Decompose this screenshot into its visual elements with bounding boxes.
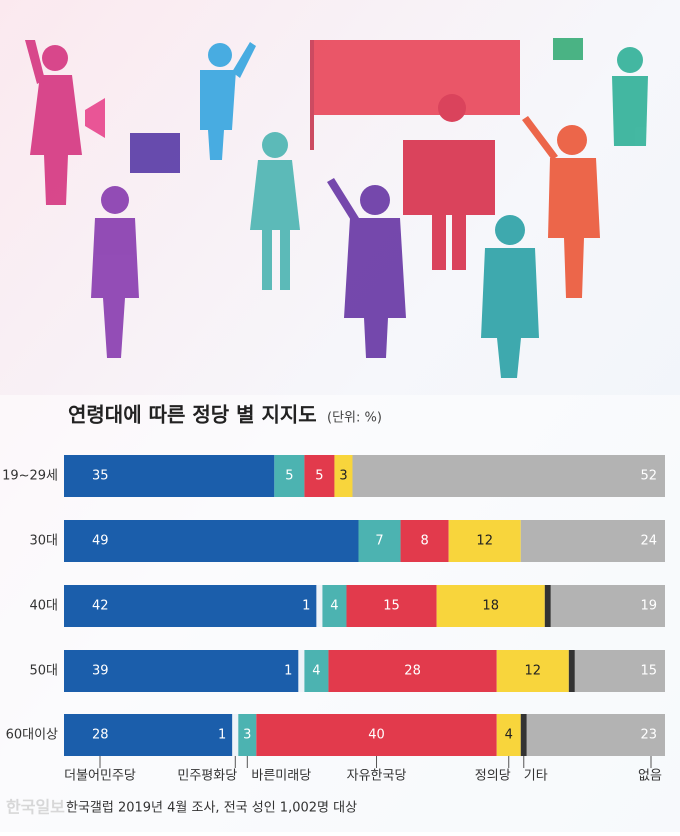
value-label: 35 <box>92 469 109 484</box>
bar-segment <box>574 650 665 692</box>
value-label: 15 <box>383 599 400 614</box>
bar-segment <box>64 714 233 756</box>
value-label: 42 <box>92 599 109 614</box>
watermark: 한국일보 <box>6 798 65 817</box>
bar-segment <box>232 714 239 756</box>
legend-label: 정의당 <box>475 769 511 784</box>
bar-segment <box>256 714 497 756</box>
bar-segment <box>400 520 449 562</box>
value-label: 12 <box>525 664 542 679</box>
value-label: 52 <box>640 469 657 484</box>
y-tick-label: 30대 <box>29 534 58 549</box>
bar-segment <box>238 714 257 756</box>
bar-segment <box>550 585 665 627</box>
legend-label: 민주평화당 <box>177 769 237 784</box>
value-label: 12 <box>476 534 493 549</box>
chart-subtitle: (단위: %) <box>327 411 382 426</box>
y-tick-label: 40대 <box>29 599 58 614</box>
bar-segment <box>64 520 359 562</box>
bar-segment <box>274 455 305 497</box>
y-tick-label: 19~29세 <box>2 469 58 484</box>
legend-label: 자유한국당 <box>347 769 407 784</box>
value-label: 4 <box>505 728 513 743</box>
legend-label: 없음 <box>638 769 662 784</box>
illustration <box>25 38 648 378</box>
value-label: 24 <box>640 534 657 549</box>
value-label: 18 <box>482 599 499 614</box>
bar-segment <box>346 585 437 627</box>
y-tick-label: 60대이상 <box>6 728 58 743</box>
value-label: 40 <box>368 728 385 743</box>
value-label: 15 <box>640 664 657 679</box>
bar-segment <box>334 455 353 497</box>
bar-segment <box>520 520 665 562</box>
bar-segment <box>298 650 305 692</box>
plot: 19~29세 35 5 5 3 52 30대 49 7 8 12 24 40대 42 1 4 15 18 1 19 50… <box>2 455 665 784</box>
bar-segment <box>304 650 329 692</box>
bar-segment <box>544 585 551 627</box>
bar-segment <box>358 520 401 562</box>
value-label: 8 <box>420 534 428 549</box>
chart-title: 연령대에 따른 정당 별 지지도 <box>68 403 317 427</box>
value-label: 49 <box>92 534 109 549</box>
bar-segment <box>64 650 299 692</box>
y-tick-label: 50대 <box>29 664 58 679</box>
value-label: 4 <box>330 599 338 614</box>
bar-segment <box>352 455 665 497</box>
bar-segment <box>64 455 275 497</box>
value-label: 3 <box>243 728 251 743</box>
bar-segment <box>526 714 665 756</box>
bar-segment <box>448 520 521 562</box>
value-label: 28 <box>92 728 109 743</box>
value-label: 1 <box>218 728 226 743</box>
bar-segment <box>496 650 569 692</box>
value-label: 5 <box>285 469 293 484</box>
bar-segment <box>64 585 317 627</box>
bar-segment <box>520 714 527 756</box>
value-label: 3 <box>339 469 347 484</box>
legend-label: 기타 <box>524 769 548 784</box>
value-label: 28 <box>404 664 421 679</box>
bar-segment <box>316 585 323 627</box>
bar-segment <box>328 650 497 692</box>
legend-label: 바른미래당 <box>251 769 311 784</box>
value-label: 19 <box>640 599 657 614</box>
source-note: 한국갤럽 2019년 4월 조사, 전국 성인 1,002명 대상 <box>66 801 357 816</box>
value-label: 4 <box>312 664 320 679</box>
value-label: 39 <box>92 664 109 679</box>
value-label: 1 <box>284 664 292 679</box>
legend-label: 더불어민주당 <box>64 769 136 784</box>
value-label: 5 <box>315 469 323 484</box>
bar-segment <box>304 455 335 497</box>
bar-segment <box>436 585 545 627</box>
value-label: 1 <box>302 599 310 614</box>
bar-segment <box>568 650 575 692</box>
value-label: 23 <box>640 728 657 743</box>
bar-segment <box>322 585 347 627</box>
value-label: 7 <box>375 534 383 549</box>
bar-segment <box>496 714 521 756</box>
